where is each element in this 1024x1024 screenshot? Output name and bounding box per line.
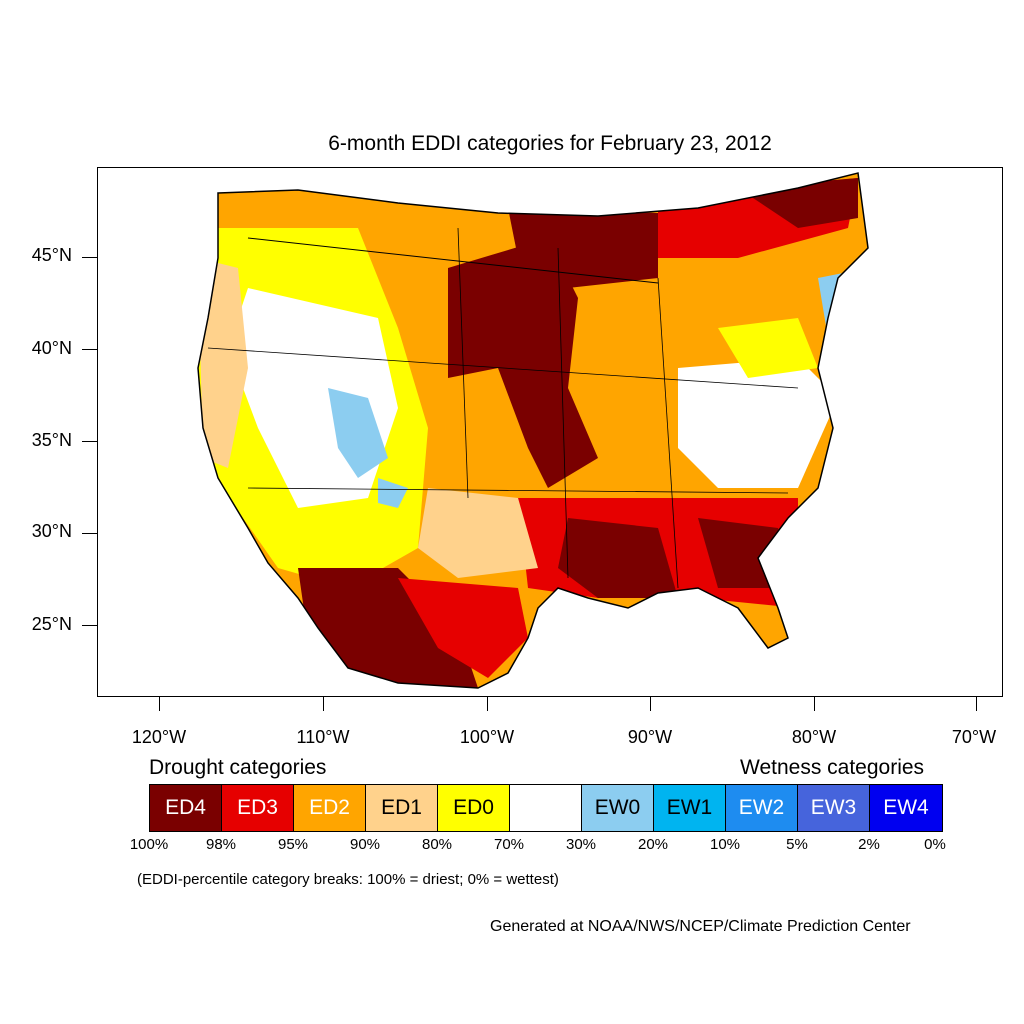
lon-tick [650,697,651,711]
legend-swatch-ew4: EW4 [870,785,942,831]
category-note: (EDDI-percentile category breaks: 100% =… [137,871,559,888]
lat-label-25: 25°N [31,614,72,634]
eddi-map [197,172,869,689]
lat-label-30: 30°N [31,521,72,541]
map-title: 6-month EDDI categories for February 23,… [328,132,772,155]
lon-label-70: 70°W [951,727,997,747]
legend-swatch-ew1: EW1 [654,785,726,831]
legend-swatch-ew0: EW0 [582,785,654,831]
lat-tick [82,257,97,258]
lon-tick [487,697,488,711]
lat-tick [82,533,97,534]
percent-break: 80% [421,836,453,853]
wetness-heading: Wetness categories [740,756,925,779]
lat-label-40: 40°N [31,338,72,358]
percent-break: 70% [493,836,525,853]
legend-swatch-ed2: ED2 [294,785,366,831]
lon-tick [976,697,977,711]
legend-swatch-ed4: ED4 [150,785,222,831]
lon-tick [159,697,160,711]
percent-break: 30% [565,836,597,853]
percent-break: 5% [786,836,808,853]
lon-label-120: 120°W [131,727,187,747]
lon-tick [323,697,324,711]
lon-label-80: 80°W [791,727,837,747]
legend-swatch-ed1: ED1 [366,785,438,831]
lon-label-110: 110°W [296,727,350,747]
legend-swatch-ed3: ED3 [222,785,294,831]
lon-label-90: 90°W [627,727,673,747]
percent-break: 98% [205,836,237,853]
legend-swatch-ew3: EW3 [798,785,870,831]
lat-label-35: 35°N [31,430,72,450]
eddi-field [198,173,868,688]
map-panel [97,167,1003,697]
percent-break: 90% [349,836,381,853]
lat-label-45: 45°N [31,245,72,265]
percent-break: 95% [277,836,309,853]
lat-tick [82,349,97,350]
percent-break: 10% [709,836,741,853]
credit-text: Generated at NOAA/NWS/NCEP/Climate Predi… [490,918,911,935]
percent-break: 2% [858,836,880,853]
legend-swatch-neutral [510,785,582,831]
legend-swatch-ed0: ED0 [438,785,510,831]
coastline-and-borders [197,172,869,689]
lat-tick [82,441,97,442]
drought-heading: Drought categories [149,756,327,779]
legend-colorbar: ED4 ED3 ED2 ED1 ED0 EW0 EW1 EW2 EW3 EW4 [149,784,943,832]
lat-tick [82,625,97,626]
legend-swatch-ew2: EW2 [726,785,798,831]
percent-break: 20% [637,836,669,853]
percent-break: 0% [924,836,946,853]
percent-break: 100% [129,836,169,853]
lon-tick [814,697,815,711]
lon-label-100: 100°W [459,727,515,747]
